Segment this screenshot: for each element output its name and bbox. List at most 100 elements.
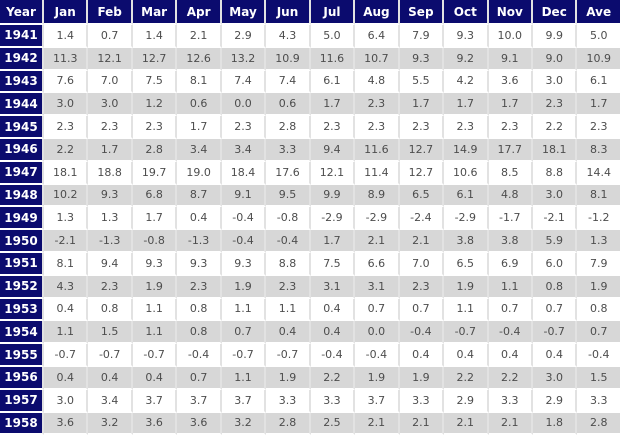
data-cell: 0.8: [177, 298, 222, 322]
data-cell: 2.8: [577, 412, 622, 436]
data-cell: 9.3: [221, 252, 267, 276]
table-row-1941: 1941 1.4 0.7 1.4 2.1 2.9 4.3 5.0 6.4 7.9 9.3 10.0 9.…: [0, 25, 622, 48]
data-cell: 3.4: [88, 389, 133, 413]
data-cell: -2.9: [444, 207, 489, 231]
data-cell: 1.7: [399, 93, 445, 117]
data-cell: 7.0: [399, 252, 445, 276]
data-cell: 2.1: [399, 230, 445, 253]
data-cell: 2.8: [266, 116, 311, 139]
year-cell: 1944: [0, 93, 44, 117]
data-cell: 0.6: [266, 93, 311, 117]
data-cell: -0.4: [221, 207, 267, 231]
data-cell: 10.9: [266, 47, 311, 71]
data-cell: 3.3: [266, 138, 311, 162]
data-cell: 2.2: [488, 366, 533, 390]
data-cell: 7.4: [221, 70, 267, 94]
data-cell: 1.5: [88, 321, 133, 345]
data-cell: -0.7: [266, 344, 311, 367]
data-cell: 9.5: [266, 184, 311, 208]
data-cell: 1.7: [577, 93, 622, 117]
header-cell-dec: Dec: [532, 0, 578, 25]
table-row-1946: 1946 2.2 1.7 2.8 3.4 3.4 3.3 9.4 11.6 12.7 14.9 17.…: [0, 138, 622, 162]
data-cell: 18.4: [221, 161, 267, 185]
data-cell: 9.3: [444, 25, 489, 48]
data-cell: 9.4: [310, 138, 356, 162]
data-cell: 0.7: [221, 321, 267, 345]
year-cell: 1942: [0, 47, 44, 71]
data-cell: 4.8: [488, 184, 533, 208]
data-cell: -1.2: [577, 207, 622, 231]
data-cell: -0.4: [355, 344, 400, 367]
data-cell: 13.2: [221, 47, 267, 71]
year-cell: 1945: [0, 116, 44, 139]
data-cell: -0.7: [44, 344, 89, 367]
data-cell: 2.1: [355, 412, 400, 436]
data-cell: 1.1: [221, 298, 267, 322]
data-cell: 1.3: [577, 230, 622, 253]
data-cell: 3.0: [532, 70, 578, 94]
data-cell: 14.9: [444, 138, 489, 162]
data-cell: 5.0: [577, 25, 622, 48]
data-cell: 11.4: [355, 161, 400, 185]
data-cell: 0.4: [132, 366, 178, 390]
year-cell: 1955: [0, 344, 44, 367]
year-cell: 1950: [0, 230, 44, 253]
data-cell: 11.6: [310, 47, 356, 71]
data-cell: 1.7: [444, 93, 489, 117]
data-cell: 2.1: [177, 25, 222, 48]
data-cell: 2.3: [399, 116, 445, 139]
data-cell: 2.3: [266, 275, 311, 299]
data-cell: 12.1: [310, 161, 356, 185]
data-cell: 5.5: [399, 70, 445, 94]
data-cell: 1.1: [444, 298, 489, 322]
data-cell: -0.4: [488, 321, 533, 345]
data-cell: 0.4: [444, 344, 489, 367]
data-cell: -0.4: [310, 344, 356, 367]
table-body: 1941 1.4 0.7 1.4 2.1 2.9 4.3 5.0 6.4 7.9 9.3 10.0 9.…: [0, 25, 622, 436]
data-cell: 2.3: [444, 116, 489, 139]
data-cell: 4.2: [444, 70, 489, 94]
data-cell: 8.8: [266, 252, 311, 276]
data-cell: 17.7: [488, 138, 533, 162]
data-cell: 2.1: [444, 412, 489, 436]
data-cell: 1.7: [310, 93, 356, 117]
data-cell: 1.7: [132, 207, 178, 231]
year-cell: 1956: [0, 366, 44, 390]
data-cell: 3.0: [44, 389, 89, 413]
data-cell: 9.0: [532, 47, 578, 71]
data-cell: -0.7: [532, 321, 578, 345]
data-cell: 8.1: [577, 184, 622, 208]
data-cell: 12.7: [399, 161, 445, 185]
data-cell: 3.3: [399, 389, 445, 413]
data-cell: 4.3: [44, 275, 89, 299]
data-cell: 2.2: [44, 138, 89, 162]
data-cell: 2.3: [88, 116, 133, 139]
data-cell: -2.1: [532, 207, 578, 231]
data-cell: 9.3: [399, 47, 445, 71]
data-cell: 1.5: [577, 366, 622, 390]
data-cell: 10.0: [488, 25, 533, 48]
data-cell: 6.1: [444, 184, 489, 208]
header-row: Year Jan Feb Mar Apr May Jun Jul Aug Sep Oct Nov Dec…: [0, 0, 622, 25]
data-cell: 8.1: [44, 252, 89, 276]
data-cell: 7.5: [310, 252, 356, 276]
data-cell: 0.0: [355, 321, 400, 345]
data-cell: 3.3: [310, 389, 356, 413]
data-cell: 3.6: [44, 412, 89, 436]
data-cell: 8.5: [488, 161, 533, 185]
data-cell: 0.6: [177, 93, 222, 117]
data-cell: 3.6: [177, 412, 222, 436]
data-cell: 10.7: [355, 47, 400, 71]
data-cell: 2.3: [88, 275, 133, 299]
data-cell: 0.4: [310, 298, 356, 322]
data-cell: 7.0: [88, 70, 133, 94]
data-cell: 3.4: [177, 138, 222, 162]
data-cell: 5.0: [310, 25, 356, 48]
table-row-1945: 1945 2.3 2.3 2.3 1.7 2.3 2.8 2.3 2.3 2.3 2.3 2.3 2.2…: [0, 116, 622, 139]
data-cell: 3.1: [310, 275, 356, 299]
data-cell: 3.3: [488, 389, 533, 413]
year-cell: 1949: [0, 207, 44, 231]
header-cell-apr: Apr: [177, 0, 222, 25]
data-cell: 12.7: [132, 47, 178, 71]
year-cell: 1954: [0, 321, 44, 345]
